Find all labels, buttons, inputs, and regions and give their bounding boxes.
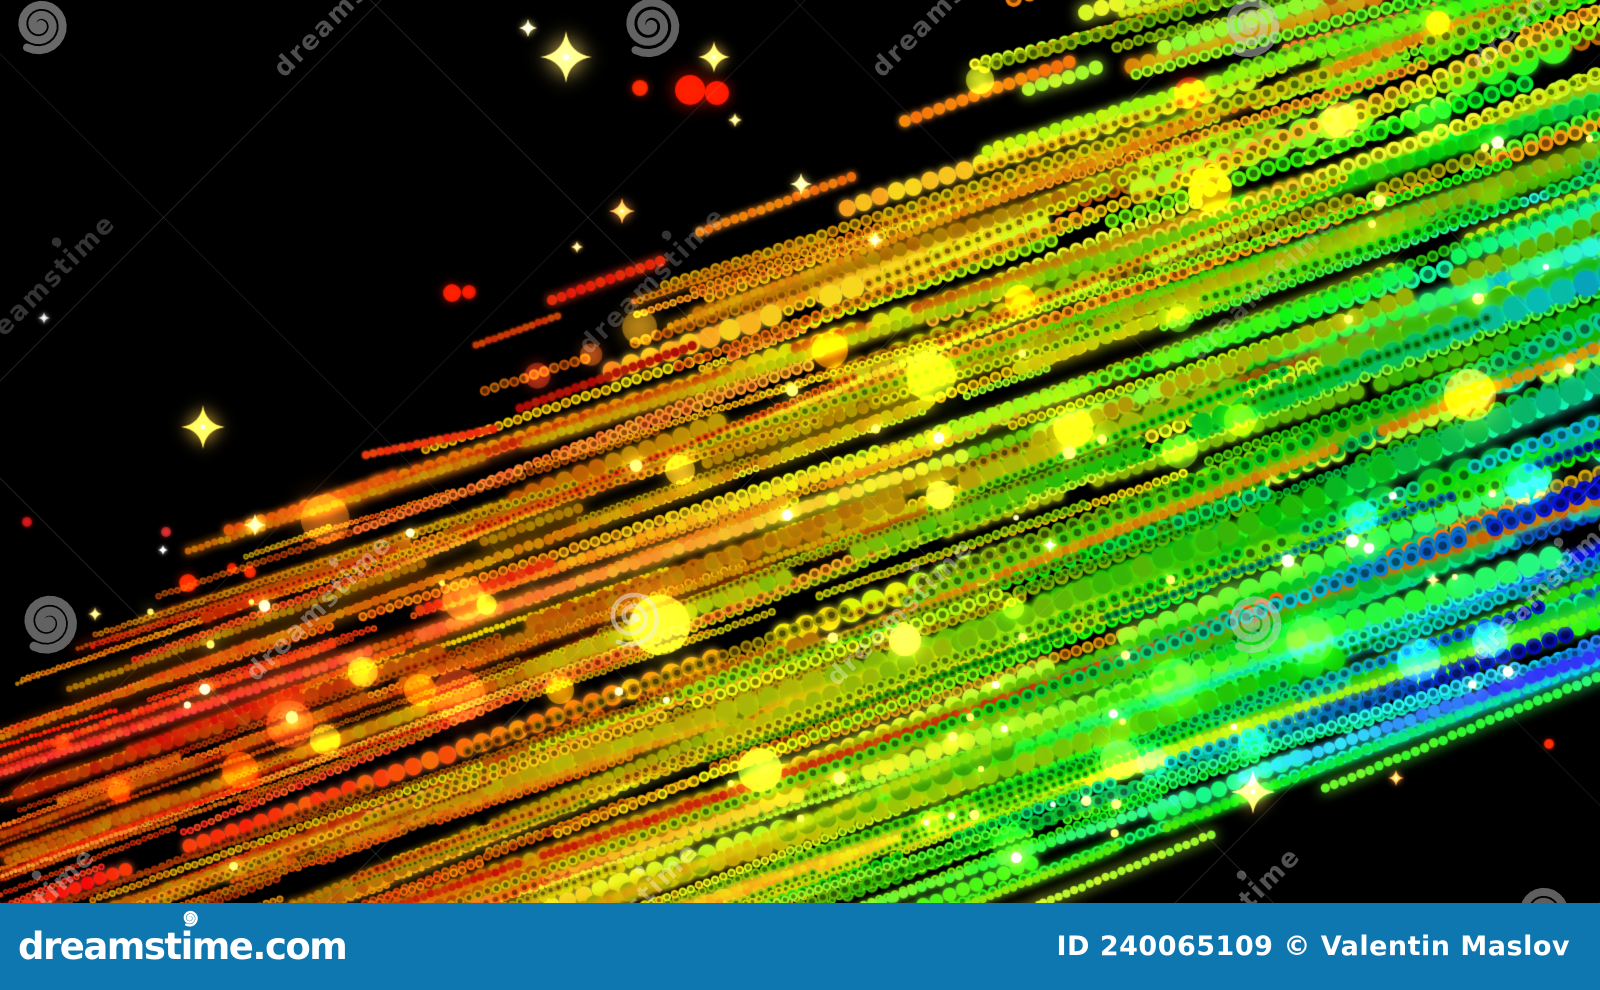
logo-text-right: me.com: [191, 925, 348, 968]
logo-text-left: dreamst: [18, 925, 182, 968]
dreamstime-logo: dreamsti me.com: [18, 910, 348, 968]
spiral-icon: [183, 910, 198, 927]
image-credit: ID 240065109 © Valentin Maslov: [1056, 931, 1570, 962]
particle-trails-artwork: [0, 0, 1600, 903]
logo-letter-i: i: [180, 925, 194, 968]
footer-bar: dreamsti me.com ID 240065109 © Valentin M…: [0, 903, 1600, 990]
